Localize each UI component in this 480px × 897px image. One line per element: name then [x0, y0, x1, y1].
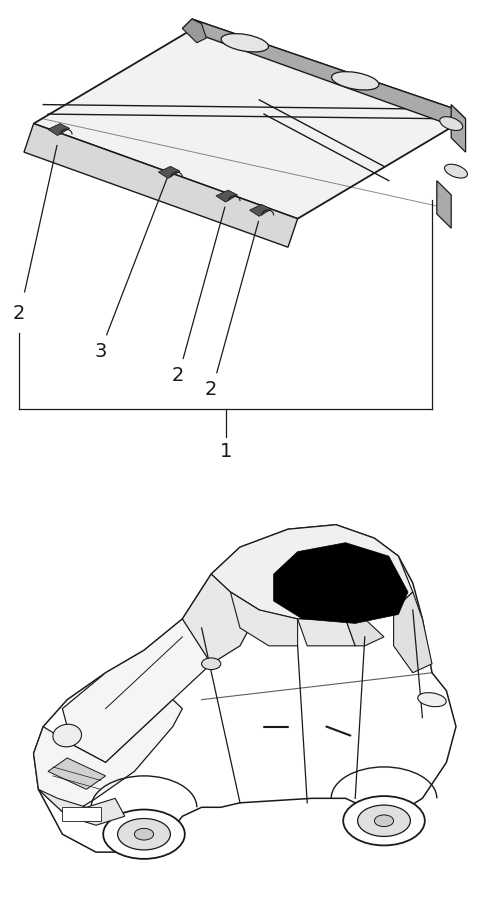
Ellipse shape: [53, 724, 82, 747]
Bar: [62, 807, 101, 821]
Polygon shape: [216, 190, 238, 202]
Ellipse shape: [202, 658, 221, 669]
Polygon shape: [211, 525, 413, 619]
Polygon shape: [437, 180, 451, 228]
Ellipse shape: [358, 806, 410, 836]
Polygon shape: [182, 19, 456, 124]
Polygon shape: [48, 124, 70, 135]
Ellipse shape: [444, 164, 468, 179]
Polygon shape: [394, 592, 432, 673]
Ellipse shape: [418, 692, 446, 707]
Text: 3: 3: [95, 343, 107, 361]
Ellipse shape: [343, 797, 425, 845]
Text: 2: 2: [205, 380, 217, 399]
Polygon shape: [38, 789, 125, 825]
Ellipse shape: [221, 33, 268, 52]
Polygon shape: [192, 19, 466, 119]
Polygon shape: [158, 167, 180, 179]
Polygon shape: [34, 700, 182, 816]
Polygon shape: [48, 758, 106, 789]
Ellipse shape: [374, 814, 394, 827]
Polygon shape: [24, 124, 298, 248]
Polygon shape: [298, 619, 355, 646]
Ellipse shape: [103, 809, 185, 859]
Ellipse shape: [118, 818, 170, 850]
Polygon shape: [182, 574, 259, 664]
Polygon shape: [346, 619, 384, 646]
Text: 2: 2: [13, 304, 25, 323]
Text: 1: 1: [219, 442, 232, 461]
Polygon shape: [274, 543, 408, 623]
Polygon shape: [451, 105, 466, 152]
Polygon shape: [34, 525, 456, 852]
Polygon shape: [230, 592, 298, 646]
Polygon shape: [182, 19, 206, 43]
Polygon shape: [250, 205, 271, 216]
Ellipse shape: [440, 117, 463, 131]
Text: 2: 2: [171, 366, 184, 385]
Ellipse shape: [134, 829, 154, 840]
Ellipse shape: [332, 72, 379, 90]
Polygon shape: [34, 24, 466, 219]
Polygon shape: [62, 619, 211, 762]
